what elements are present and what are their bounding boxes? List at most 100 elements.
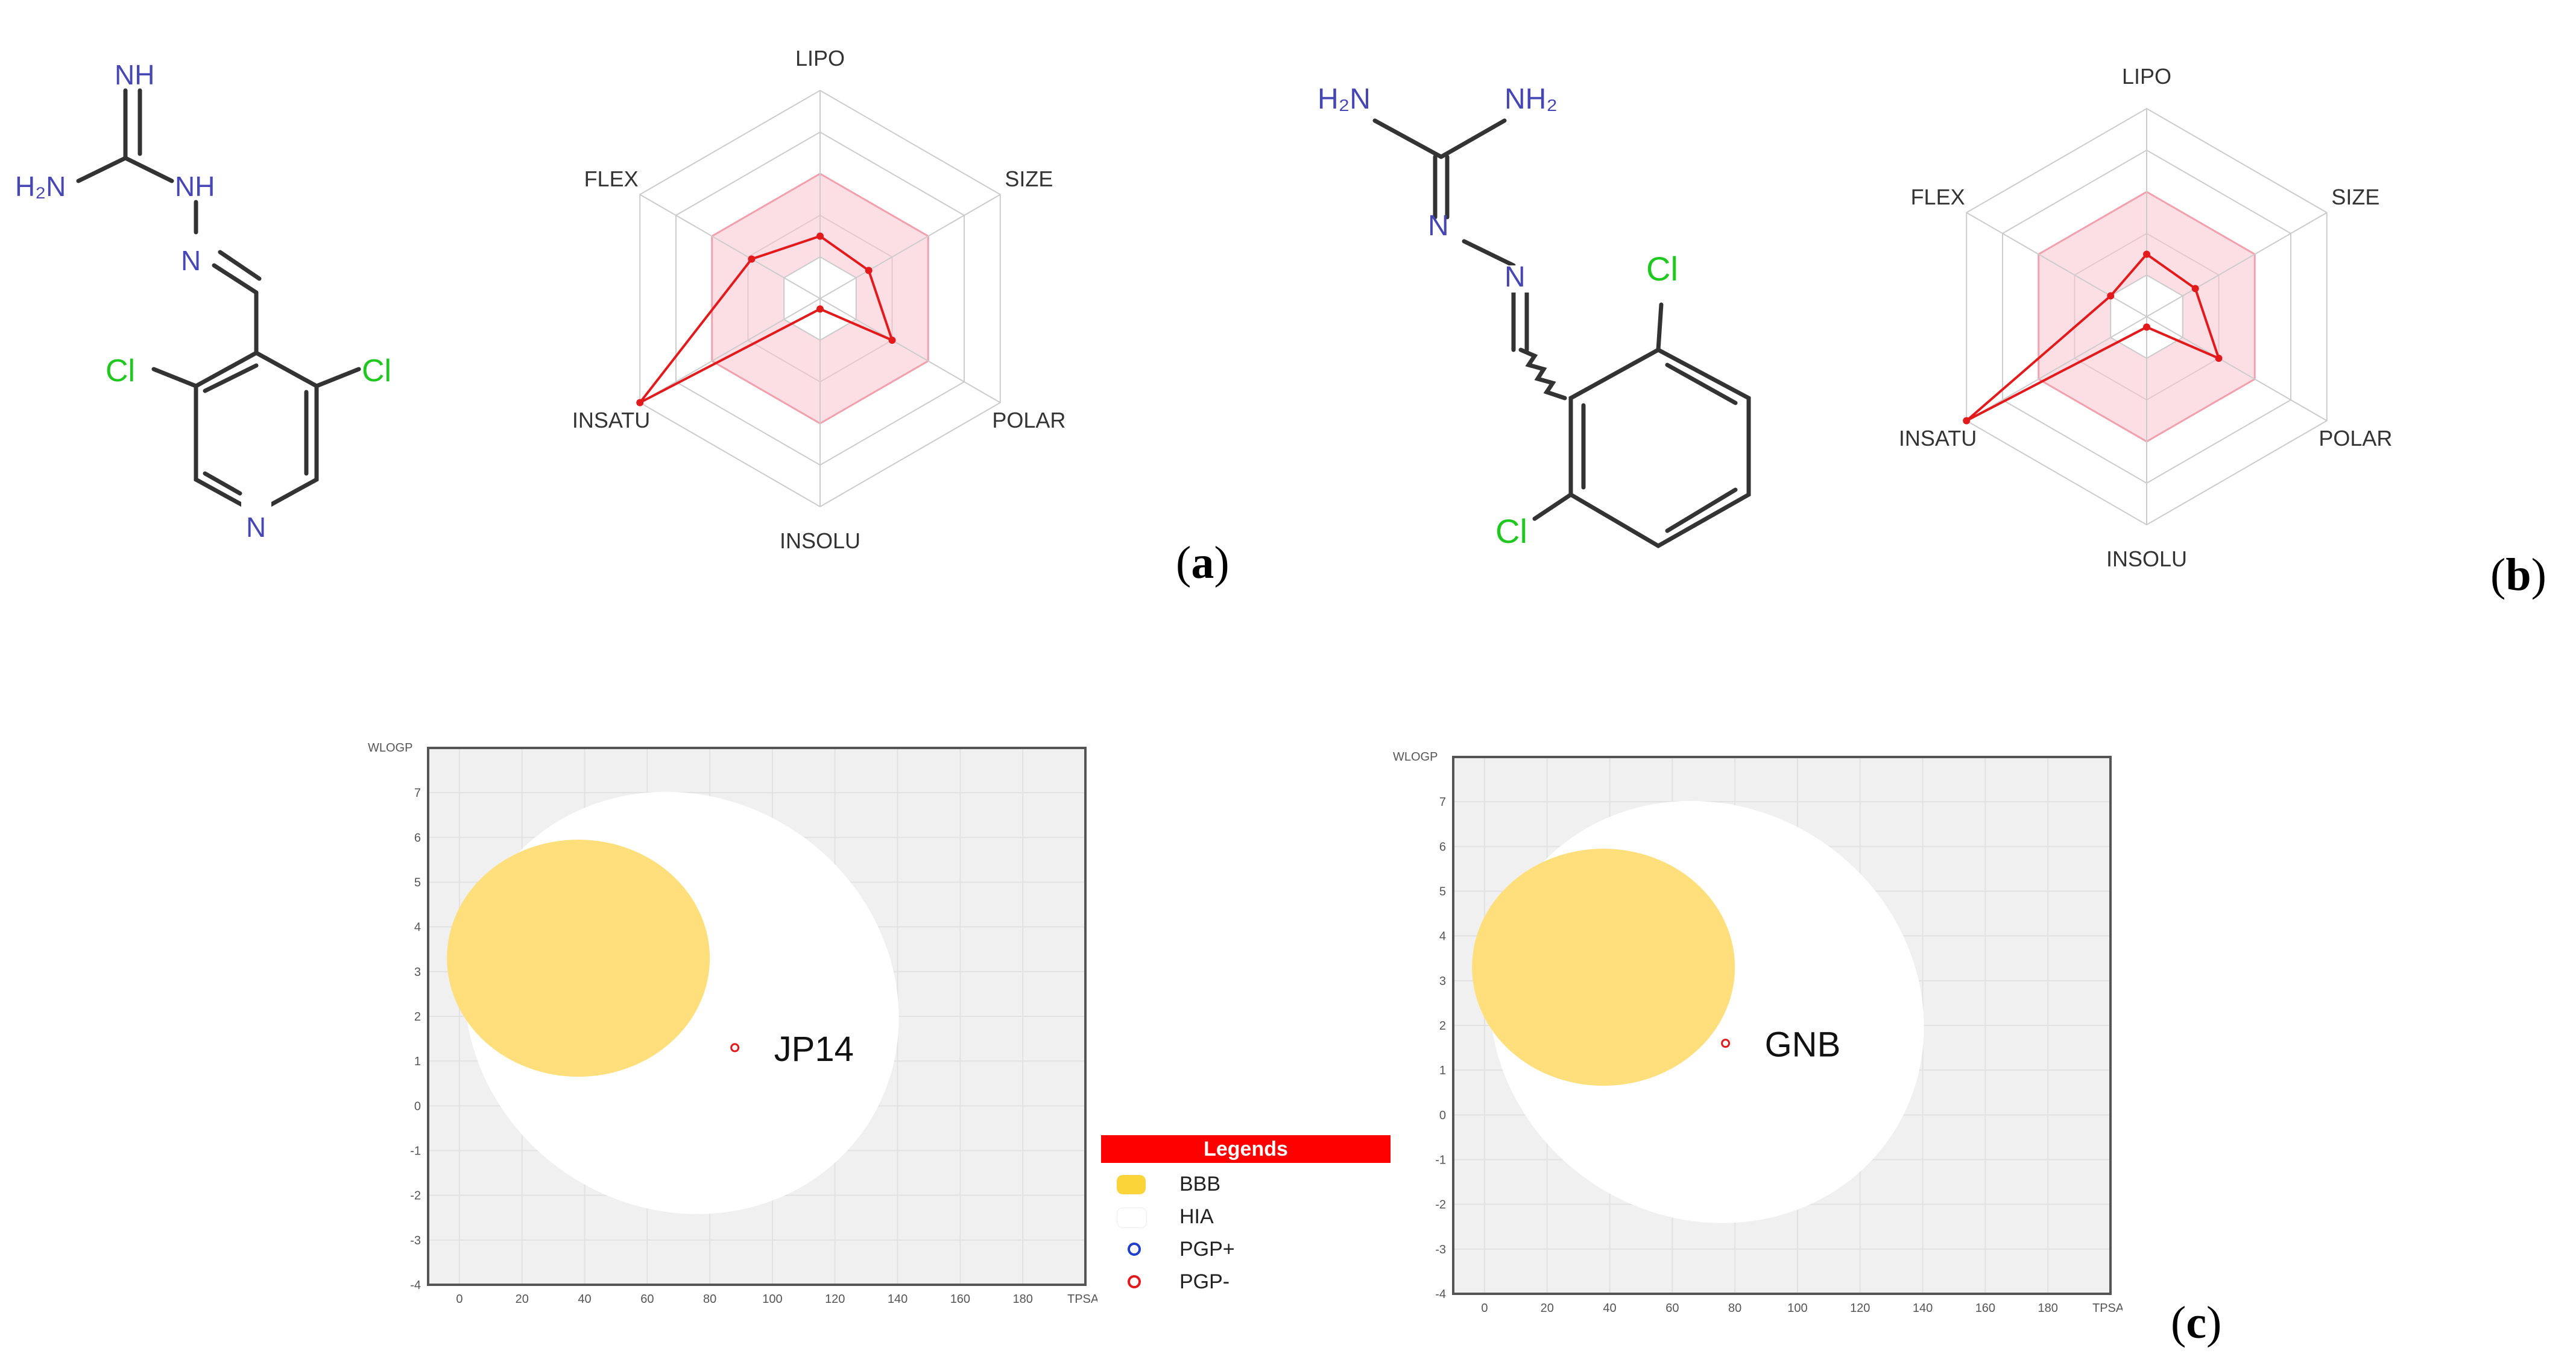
egg-right-y-tick-label: 4 [1439, 930, 1446, 943]
egg-right-y-tick-label: -2 [1435, 1199, 1446, 1212]
radar-a-axis-label-lipo: LIPO [795, 46, 845, 71]
egg-right-x-tick-label: 20 [1541, 1302, 1554, 1315]
egg-right-x-tick-label: 160 [1975, 1302, 1995, 1315]
panel-label-b-letter: b [2505, 549, 2531, 600]
radar-b-point-insatu [1963, 417, 1971, 425]
egg-right-y-tick-label: 6 [1439, 840, 1446, 853]
egg-left-x-tick-label: 20 [516, 1293, 529, 1306]
atom-h2n: H₂N [15, 171, 66, 202]
radar-b-point-insolu [2143, 323, 2150, 331]
radar-a-point-insolu [816, 305, 824, 313]
legend-title: Legends [1101, 1135, 1391, 1163]
atom-n-pyridine: N [246, 511, 266, 543]
egg-right-y-tick-label: 7 [1439, 796, 1446, 809]
atom-n2-b: N [1504, 261, 1526, 293]
panel-label-a-letter: a [1191, 537, 1214, 588]
radar-a-spoke-flex [639, 194, 821, 299]
boiled-egg-plot-left: 0 20 40 60 80 100 120 140 160 180 -4 -3 -2 -1 0 1 2 3 4 5 6 7… [368, 741, 1097, 1306]
egg-right-x-tick-label: 140 [1913, 1302, 1933, 1315]
egg-left-x-tick-label: 80 [703, 1293, 716, 1306]
legend-label-pgp-plus: PGP+ [1179, 1238, 1235, 1261]
molecule-a-structure: NH H₂N NH N Cl Cl N [15, 59, 391, 543]
panel-label-b: (b) [2490, 549, 2546, 600]
molecule-b-structure: H₂N NH₂ N N Cl Cl [1318, 83, 1751, 550]
legend-item-bbb: BBB [1101, 1169, 1391, 1200]
radar-a-point-polar [888, 337, 896, 344]
egg-right-bbb-region [1472, 849, 1735, 1086]
atom-hn: NH [175, 171, 215, 202]
egg-left-data-point [730, 1043, 740, 1053]
egg-left-x-tick-label: 120 [825, 1293, 845, 1306]
egg-left-x-tick-label: 100 [762, 1293, 782, 1306]
radar-a-axis-label-flex: FLEX [584, 166, 639, 191]
egg-left-x-tick-label: 180 [1013, 1293, 1033, 1306]
legend-item-pgp-minus: PGP- [1101, 1267, 1391, 1298]
legend: Legends BBB HIA PGP+ PGP- [1101, 1135, 1391, 1316]
egg-right-y-tick-label: 3 [1439, 975, 1446, 988]
legend-label-bbb: BBB [1179, 1173, 1221, 1195]
egg-right-x-tick-label: 100 [1787, 1302, 1807, 1315]
legend-label-pgp-minus: PGP- [1179, 1270, 1230, 1293]
egg-right-y-tick-label: 2 [1439, 1019, 1446, 1033]
radar-a-axis-label-insatu: INSATU [572, 408, 650, 432]
radar-a-axis-label-insolu: INSOLU [780, 528, 860, 553]
atom-h2n-b: H₂N [1318, 83, 1371, 115]
egg-right-y-tick-label: 5 [1439, 885, 1446, 899]
egg-left-x-tick-label: 40 [578, 1293, 591, 1306]
egg-left-y-tick-label: 3 [414, 966, 421, 979]
egg-left-frame [427, 747, 1087, 1286]
pgp-minus-circle-icon [1128, 1275, 1141, 1288]
bbb-swatch [1117, 1175, 1146, 1194]
radar-a-spoke-insatu [639, 298, 821, 404]
radar-a-point-size [865, 267, 873, 274]
panel-label-a: (a) [1176, 537, 1230, 588]
egg-left-y-tick-label: 5 [414, 876, 421, 890]
radar-a-spoke-polar [819, 298, 1001, 404]
radar-a-point-flex [748, 255, 756, 263]
egg-left-x-axis-label: TPSA [1067, 1293, 1097, 1306]
radar-b-axis-label-insolu: INSOLU [2106, 546, 2187, 571]
egg-right-data-point [1721, 1039, 1731, 1048]
bioavailability-radar-b: LIPO SIZE POLAR INSOLU INSATU FLEX [1899, 64, 2393, 571]
egg-right-x-tick-label: 180 [2038, 1302, 2058, 1315]
radar-b-axis-label-flex: FLEX [1911, 185, 1965, 209]
atom-cl-left: Cl [106, 353, 135, 388]
egg-right-x-tick-label: 40 [1603, 1302, 1616, 1315]
egg-right-x-tick-label: 80 [1728, 1302, 1741, 1315]
egg-left-x-tick-label: 160 [950, 1293, 970, 1306]
legend-label-hia: HIA [1179, 1205, 1214, 1228]
egg-right-x-tick-label: 120 [1850, 1302, 1870, 1315]
radar-a-spoke-size [819, 194, 1001, 299]
radar-b-point-size [2191, 285, 2199, 293]
legend-item-pgp-plus: PGP+ [1101, 1234, 1391, 1265]
radar-b-spoke-insatu [1966, 316, 2147, 422]
radar-b-axis-label-polar: POLAR [2319, 426, 2392, 451]
atom-nh-top: NH [115, 59, 154, 90]
atom-cl-right: Cl [362, 353, 391, 388]
egg-left-y-tick-label: 4 [414, 921, 421, 934]
egg-right-y-tick-label: -3 [1435, 1243, 1446, 1256]
egg-left-y-tick-label: 2 [414, 1010, 421, 1024]
egg-left-x-tick-label: 140 [888, 1293, 908, 1306]
radar-b-point-lipo [2143, 250, 2150, 258]
egg-right-x-tick-label: 0 [1481, 1302, 1488, 1315]
boiled-egg-plot-right: 0 20 40 60 80 100 120 140 160 180 -4 -3 -2 -1 0 1 2 3 4 5 6 7… [1393, 750, 2123, 1315]
bioavailability-radar-a: LIPO SIZE POLAR INSOLU INSATU FLEX [572, 46, 1066, 553]
egg-right-y-tick-label: -4 [1435, 1288, 1446, 1301]
egg-left-point-label: JP14 [774, 1030, 854, 1069]
atom-cl-top-b: Cl [1646, 250, 1678, 288]
radar-b-axis-label-size: SIZE [2331, 185, 2379, 209]
atom-nh2-b: NH₂ [1504, 83, 1558, 115]
egg-left-x-tick-label: 0 [456, 1293, 462, 1306]
hia-swatch [1117, 1208, 1147, 1228]
egg-right-y-tick-label: 1 [1439, 1064, 1446, 1077]
egg-left-y-tick-label: -2 [410, 1189, 421, 1203]
egg-right-y-tick-label: 0 [1439, 1109, 1446, 1122]
egg-left-y-tick-label: -4 [410, 1279, 421, 1292]
radar-a-axis-label-size: SIZE [1005, 166, 1053, 191]
egg-right-x-axis-label: TPSA [2092, 1302, 2123, 1315]
egg-right-point-label: GNB [1765, 1025, 1841, 1065]
egg-left-y-tick-label: 1 [414, 1055, 421, 1068]
pgp-plus-circle-icon [1128, 1243, 1141, 1256]
egg-left-y-tick-label: 0 [414, 1100, 421, 1113]
